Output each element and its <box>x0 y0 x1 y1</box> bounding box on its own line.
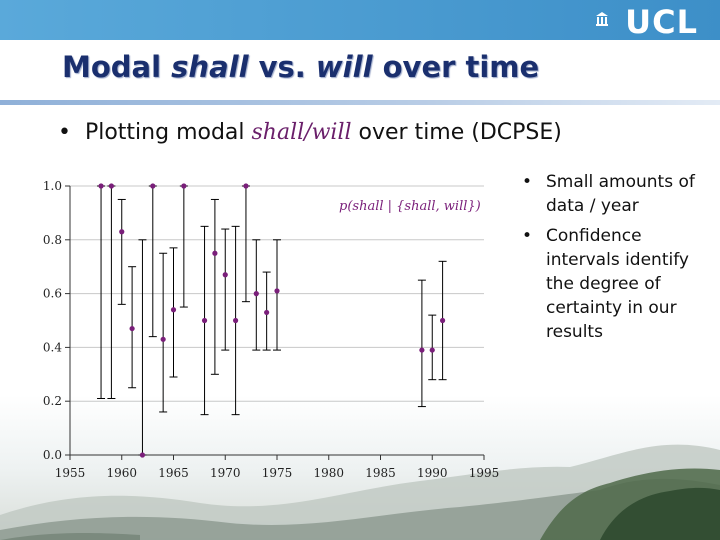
x-tick-label: 1955 <box>55 466 86 480</box>
main-bullet-suffix: over time (DCPSE) <box>351 120 562 145</box>
data-point <box>233 317 239 324</box>
chart: 0.0 0.2 0.4 0.6 0.8 1.0 1955 1960 1965 1970 1975 19… <box>43 179 500 480</box>
data-point <box>201 317 208 324</box>
data-point <box>170 307 177 313</box>
title-shall: shall <box>171 50 249 84</box>
title-will: will <box>315 50 373 84</box>
y-tick-label: 0.2 <box>43 394 62 408</box>
data-point <box>119 229 125 235</box>
data-point <box>160 336 166 342</box>
data-point <box>419 347 425 353</box>
side-bullet-2: Confidence intervals identify the degree… <box>520 224 710 344</box>
main-bullet-term: shall/will <box>251 120 352 145</box>
x-tick-label: 1990 <box>417 466 448 480</box>
title-divider <box>0 100 720 105</box>
side-bullet-1: Small amounts of data / year <box>520 170 710 218</box>
title-vs: vs. <box>248 50 316 84</box>
main-bullet: • Plotting modal shall/will over time (D… <box>58 120 562 145</box>
x-tick-label: 1965 <box>158 466 189 480</box>
data-point <box>429 347 435 353</box>
data-point <box>181 183 187 189</box>
y-tick-label: 1.0 <box>43 179 62 193</box>
data-point <box>264 309 270 316</box>
data-point <box>212 250 218 256</box>
title-part1: Modal <box>62 50 172 84</box>
data-point <box>139 452 146 458</box>
data-point <box>222 272 228 278</box>
data-point <box>440 317 446 324</box>
page-title: Modal shall vs. will over time <box>62 50 539 84</box>
x-tick-label: 1995 <box>469 466 500 480</box>
side-bullets: Small amounts of data / year Confidence … <box>520 170 710 350</box>
x-tick-label: 1985 <box>365 466 396 480</box>
data-point <box>150 183 156 189</box>
title-part2: over time <box>372 50 540 84</box>
header-bar <box>0 0 720 40</box>
landscape-backdrop <box>0 395 720 540</box>
data-point <box>108 183 114 189</box>
y-tick-label: 0.0 <box>43 448 62 462</box>
data-point <box>98 183 104 189</box>
x-tick-label: 1960 <box>106 466 137 480</box>
y-tick-label: 0.4 <box>43 340 62 354</box>
ucl-logo: UCL <box>625 3 698 41</box>
y-tick-label: 0.6 <box>43 287 62 301</box>
data-point <box>129 325 135 332</box>
data-point <box>243 183 249 189</box>
x-tick-label: 1975 <box>262 466 293 480</box>
ucl-portico-icon <box>596 12 608 26</box>
data-point <box>253 291 259 297</box>
data-point <box>274 288 280 294</box>
y-tick-label: 0.8 <box>43 233 62 247</box>
main-bullet-prefix: Plotting modal <box>84 120 252 145</box>
x-tick-label: 1970 <box>210 466 241 480</box>
chart-annotation: p(shall | {shall, will}) <box>339 199 481 214</box>
x-tick-label: 1980 <box>313 466 344 480</box>
